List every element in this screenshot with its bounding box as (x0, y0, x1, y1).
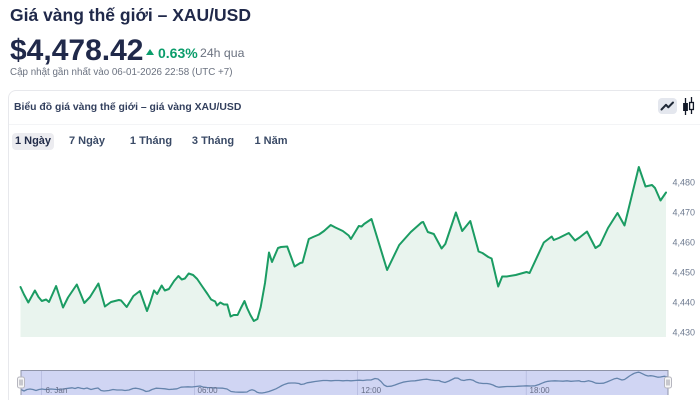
svg-text:12:00: 12:00 (361, 386, 382, 395)
svg-text:4,460: 4,460 (672, 238, 695, 248)
svg-text:4,450: 4,450 (672, 268, 695, 278)
svg-text:4,440: 4,440 (672, 298, 695, 308)
svg-text:6. Jan: 6. Jan (46, 386, 68, 395)
svg-text:18:00: 18:00 (530, 386, 551, 395)
svg-text:4,480: 4,480 (672, 178, 695, 188)
svg-text:4,430: 4,430 (672, 328, 695, 338)
svg-text:06:00: 06:00 (198, 386, 219, 395)
svg-text:4,470: 4,470 (672, 208, 695, 218)
